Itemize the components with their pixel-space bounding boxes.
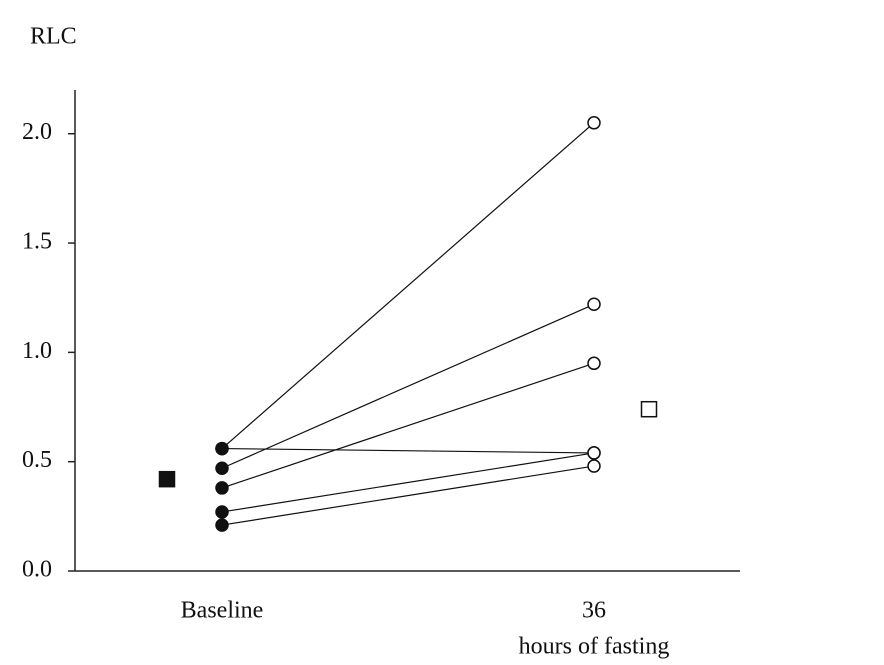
x-tick-label: Baseline [181,598,264,624]
baseline-point [215,481,229,495]
subject-line [221,122,595,450]
subject-line [221,465,595,526]
fasting-point [587,446,601,460]
subject-line [221,303,595,469]
y-tick-label: 0.5 [22,447,52,473]
fasting-point [587,116,601,130]
chart-title: RLC [30,24,77,50]
fasting-point [587,297,601,312]
x-tick-label: 36 [582,598,606,624]
baseline-point [215,461,229,475]
median-marker [640,400,658,418]
y-tick-label: 0.0 [22,557,52,583]
median-marker [158,470,176,488]
baseline-point [215,518,229,532]
y-tick-label: 2.0 [22,119,52,145]
subject-line [221,452,595,513]
baseline-point [215,441,229,456]
fasting-point [587,356,601,371]
baseline-point [215,505,229,519]
subject-line [221,362,595,489]
x-axis-label: hours of fasting [519,634,670,660]
y-tick-label: 1.0 [22,338,52,364]
fasting-point [587,459,601,473]
subject-line [221,447,595,454]
y-tick-label: 1.5 [22,229,52,255]
